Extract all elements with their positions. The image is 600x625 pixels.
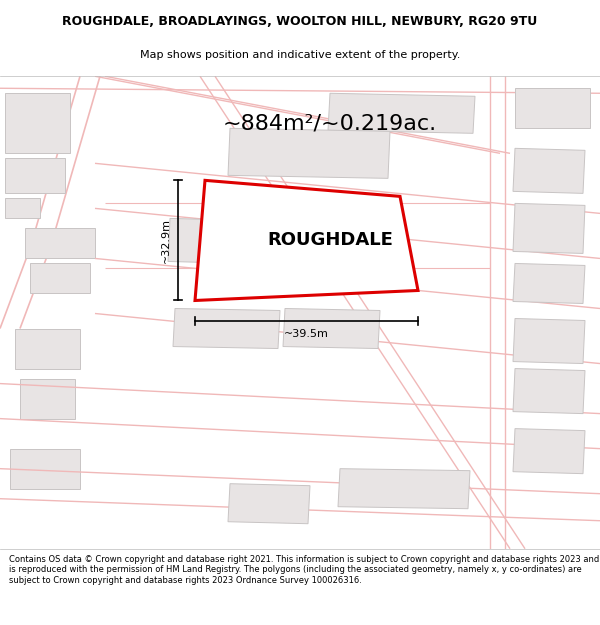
Polygon shape [513, 319, 585, 364]
Polygon shape [173, 309, 280, 349]
Text: ~32.9m: ~32.9m [161, 218, 171, 263]
Polygon shape [513, 369, 585, 414]
Polygon shape [338, 469, 470, 509]
Polygon shape [513, 203, 585, 254]
Polygon shape [195, 181, 418, 301]
Polygon shape [513, 429, 585, 474]
Polygon shape [15, 329, 80, 369]
Text: ROUGHDALE, BROADLAYINGS, WOOLTON HILL, NEWBURY, RG20 9TU: ROUGHDALE, BROADLAYINGS, WOOLTON HILL, N… [62, 15, 538, 28]
Polygon shape [515, 88, 590, 128]
Polygon shape [5, 93, 70, 153]
Polygon shape [20, 379, 75, 419]
Polygon shape [253, 218, 360, 264]
Polygon shape [328, 93, 475, 133]
Polygon shape [513, 148, 585, 193]
Polygon shape [513, 264, 585, 304]
Polygon shape [25, 228, 95, 259]
Polygon shape [228, 128, 390, 178]
Polygon shape [10, 449, 80, 489]
Polygon shape [30, 264, 90, 294]
Polygon shape [283, 309, 380, 349]
Text: ROUGHDALE: ROUGHDALE [267, 231, 393, 249]
Text: ~39.5m: ~39.5m [284, 329, 329, 339]
Polygon shape [5, 198, 40, 218]
Polygon shape [5, 158, 65, 193]
Polygon shape [228, 484, 310, 524]
Text: Map shows position and indicative extent of the property.: Map shows position and indicative extent… [140, 50, 460, 60]
Text: Contains OS data © Crown copyright and database right 2021. This information is : Contains OS data © Crown copyright and d… [9, 555, 599, 584]
Polygon shape [168, 218, 245, 264]
Text: ~884m²/~0.219ac.: ~884m²/~0.219ac. [223, 113, 437, 133]
